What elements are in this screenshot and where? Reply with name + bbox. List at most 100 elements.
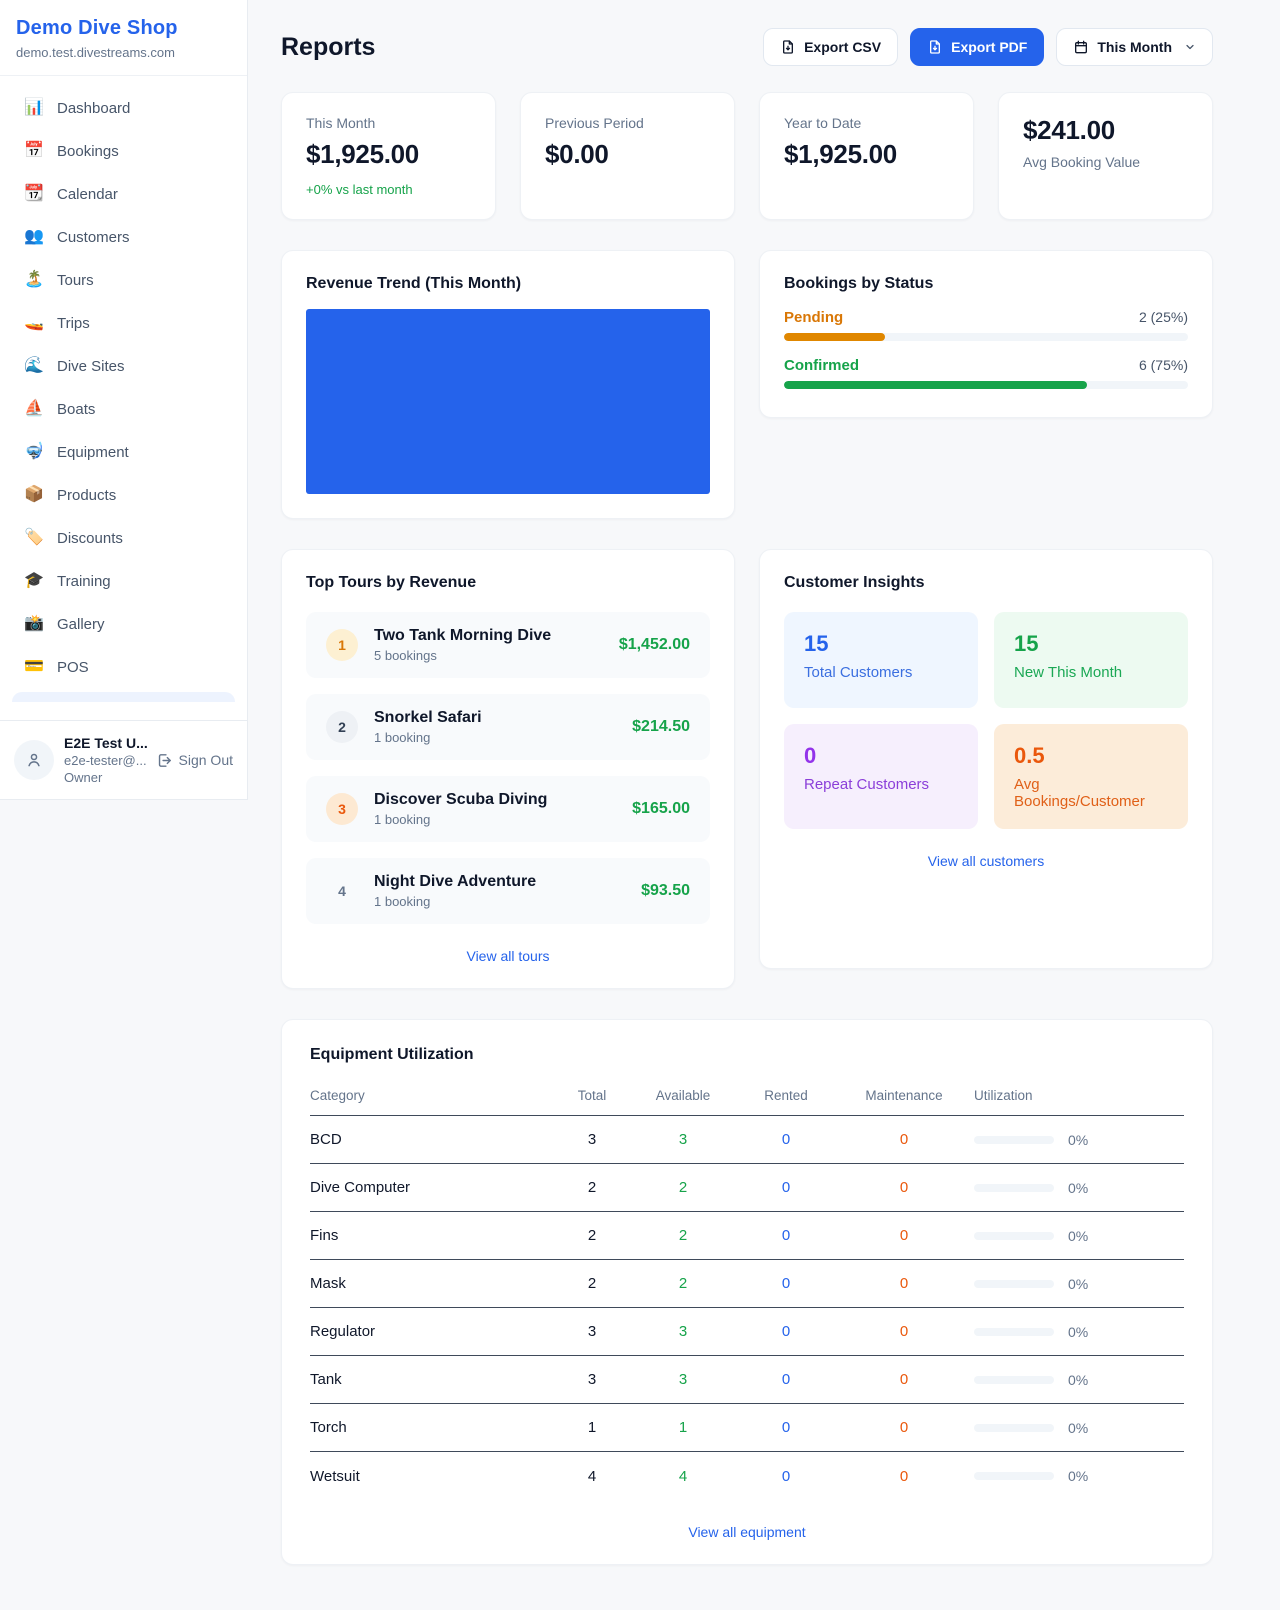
sign-out-label: Sign Out <box>178 752 233 768</box>
tour-rank-badge: 1 <box>326 629 358 661</box>
sidebar-nav-item[interactable]: 🚤 Trips <box>12 305 235 341</box>
stat-card: This Month $1,925.00 +0% vs last month <box>281 92 496 220</box>
view-all-customers-link[interactable]: View all customers <box>927 853 1045 869</box>
utilization-percent: 0% <box>1068 1131 1089 1148</box>
sidebar-nav-item[interactable]: 🎓 Training <box>12 563 235 599</box>
equipment-total: 3 <box>587 1131 597 1148</box>
sidebar-nav-item[interactable]: 🤿 Equipment <box>12 434 235 470</box>
equipment-available: 2 <box>678 1227 688 1244</box>
file-download-icon <box>930 40 941 54</box>
stat-value: $1,925.00 <box>784 139 897 169</box>
page-header: Reports Export CSV Export PDF This Month <box>281 28 1213 66</box>
equipment-total: 3 <box>587 1371 597 1388</box>
period-label: This Month <box>1097 39 1172 55</box>
equipment-available: 2 <box>678 1275 688 1292</box>
equipment-utilization-cell: 0% <box>974 1228 1184 1244</box>
sidebar-nav-item[interactable]: ⛵ Boats <box>12 391 235 427</box>
equipment-rented: 0 <box>781 1131 791 1148</box>
insight-value: 0 <box>804 743 817 768</box>
stat-value: $241.00 <box>1023 115 1115 145</box>
tour-bookings: 1 booking <box>374 730 431 745</box>
stat-label: Previous Period <box>545 115 644 131</box>
insight-value: 0.5 <box>1014 743 1045 768</box>
utilization-bar-track <box>974 1327 1054 1336</box>
customer-insights-card: Customer Insights 15 Total Customers 15 … <box>759 549 1213 969</box>
nav-item-icon: 📅 <box>24 142 44 159</box>
insights-row: Top Tours by Revenue 1 Two Tank Morning … <box>281 549 1213 989</box>
utilization-bar-track <box>974 1279 1054 1288</box>
export-pdf-button[interactable]: Export PDF <box>910 28 1045 66</box>
header-actions: Export CSV Export PDF This Month <box>763 28 1213 66</box>
column-header-rented: Rented <box>764 1088 808 1103</box>
sidebar-nav-item[interactable]: 🌊 Dive Sites <box>12 348 235 384</box>
nav-item-icon: 📊 <box>24 99 44 116</box>
equipment-rented: 0 <box>781 1467 791 1485</box>
sidebar-nav-item[interactable]: 👥 Customers <box>12 219 235 255</box>
equipment-utilization-cell: 0% <box>974 1276 1184 1292</box>
equipment-maintenance: 0 <box>899 1371 909 1388</box>
equipment-table-row: Wetsuit 4 4 0 0 0% <box>310 1452 1184 1500</box>
nav-item-icon: 🤿 <box>24 443 44 460</box>
tour-row: 3 Discover Scuba Diving 1 booking $165.0… <box>306 776 710 842</box>
sign-out-button[interactable]: Sign Out <box>156 752 233 769</box>
view-all-equipment-link[interactable]: View all equipment <box>688 1524 806 1540</box>
nav-item-label: Dashboard <box>57 99 131 117</box>
tour-row: 4 Night Dive Adventure 1 booking $93.50 <box>306 858 710 924</box>
nav-item-icon: 📦 <box>24 486 44 503</box>
view-all-tours-link[interactable]: View all tours <box>466 948 550 964</box>
calendar-icon <box>1075 40 1088 54</box>
tour-revenue: $93.50 <box>641 882 690 899</box>
nav-item-label: Training <box>57 572 111 590</box>
equipment-maintenance: 0 <box>899 1179 909 1196</box>
sidebar-nav-item[interactable]: 📅 Bookings <box>12 133 235 169</box>
utilization-percent: 0% <box>1068 1227 1089 1244</box>
sidebar-nav-item[interactable]: 💳 POS <box>12 649 235 685</box>
utilization-percent: 0% <box>1068 1468 1089 1484</box>
nav-item-label: Products <box>57 486 117 504</box>
tour-info: Discover Scuba Diving 1 booking <box>374 791 616 827</box>
utilization-percent: 0% <box>1068 1275 1089 1292</box>
sidebar-nav-item[interactable]: 📦 Products <box>12 477 235 513</box>
equipment-category: Torch <box>310 1419 347 1436</box>
period-dropdown[interactable]: This Month <box>1056 28 1213 66</box>
tour-info: Night Dive Adventure 1 booking <box>374 873 625 909</box>
equipment-utilization-cell: 0% <box>974 1180 1184 1196</box>
sidebar-item-reports-active-partial[interactable] <box>12 692 235 702</box>
sidebar-nav-item[interactable]: 📆 Calendar <box>12 176 235 212</box>
utilization-bar-track <box>974 1231 1054 1240</box>
sidebar-nav-item[interactable]: 📸 Gallery <box>12 606 235 642</box>
export-pdf-label: Export PDF <box>951 39 1028 55</box>
status-label: Confirmed <box>784 357 859 374</box>
user-info: E2E Test U... e2e-tester@... Owner <box>64 735 148 785</box>
equipment-utilization-cell: 0% <box>974 1468 1184 1484</box>
equipment-utilization-cell: 0% <box>974 1132 1184 1148</box>
sidebar-nav-item[interactable]: 📊 Dashboard <box>12 90 235 126</box>
tour-revenue: $165.00 <box>632 800 690 817</box>
tour-row: 2 Snorkel Safari 1 booking $214.50 <box>306 694 710 760</box>
sidebar-nav-item[interactable]: 🏷️ Discounts <box>12 520 235 556</box>
equipment-total: 1 <box>587 1419 597 1436</box>
insight-label: Repeat Customers <box>804 776 930 793</box>
equipment-rented: 0 <box>781 1323 791 1340</box>
nav-item-label: POS <box>57 658 89 676</box>
tour-name: Night Dive Adventure <box>374 873 537 890</box>
insight-label: Total Customers <box>804 664 913 681</box>
utilization-bar-track <box>974 1423 1054 1432</box>
nav-item-icon: 🎓 <box>24 572 44 589</box>
equipment-table-row: BCD 3 3 0 0 0% <box>310 1116 1184 1164</box>
equipment-category: Wetsuit <box>310 1467 360 1485</box>
utilization-percent: 0% <box>1068 1179 1089 1196</box>
sign-out-icon <box>158 753 171 767</box>
status-label: Pending <box>784 309 844 326</box>
sidebar-nav-item[interactable]: 🏝️ Tours <box>12 262 235 298</box>
status-bar-fill <box>784 333 885 341</box>
export-csv-button[interactable]: Export CSV <box>763 28 899 66</box>
insight-tile: 0.5 Avg Bookings/Customer <box>994 724 1188 829</box>
equipment-utilization-cell: 0% <box>974 1324 1184 1340</box>
insight-tile: 15 Total Customers <box>784 612 978 708</box>
nav-item-icon: 🏷️ <box>24 529 44 546</box>
stat-card: Year to Date $1,925.00 <box>759 92 974 220</box>
equipment-available: 3 <box>678 1323 688 1340</box>
stat-card: Previous Period $0.00 <box>520 92 735 220</box>
stat-delta: +0% vs last month <box>306 182 413 197</box>
